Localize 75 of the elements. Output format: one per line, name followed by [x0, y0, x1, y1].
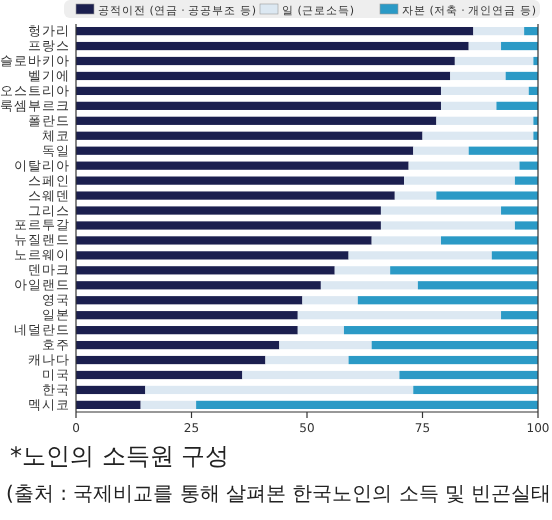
- bar: [76, 86, 441, 96]
- bar: [399, 370, 538, 380]
- bar: [413, 385, 538, 395]
- bar: [140, 400, 197, 410]
- bar: [76, 41, 469, 51]
- bar: [297, 326, 344, 335]
- bar: [348, 251, 492, 260]
- bar: [76, 206, 381, 215]
- bar: [76, 191, 395, 200]
- bar: [440, 86, 529, 96]
- bar: [76, 385, 146, 395]
- bar: [76, 221, 381, 230]
- bar: [408, 161, 520, 170]
- bar: [76, 236, 372, 245]
- bar: [454, 56, 534, 66]
- bar: [76, 146, 414, 155]
- bar: [279, 340, 372, 350]
- bar: [422, 131, 534, 140]
- bar: [371, 340, 538, 350]
- bar: [145, 385, 414, 395]
- bar: [76, 71, 451, 81]
- bar: [76, 370, 243, 380]
- bar: [436, 191, 538, 200]
- bar: [404, 176, 515, 185]
- bar: [265, 355, 349, 365]
- bar: [417, 281, 538, 290]
- bar: [371, 236, 441, 245]
- bar: [297, 311, 502, 320]
- bar: [440, 101, 497, 110]
- bar: [76, 56, 455, 66]
- bar: [357, 296, 538, 305]
- bar: [496, 101, 538, 110]
- bar: [380, 206, 502, 215]
- bar: [505, 71, 538, 81]
- text: *노인의 소득원 구성: [10, 442, 230, 470]
- bar: [436, 116, 534, 125]
- bar: [524, 26, 538, 36]
- bar: [76, 311, 298, 320]
- bar: [302, 296, 358, 305]
- bar: [76, 281, 321, 290]
- bar: [501, 41, 538, 51]
- bar: [76, 26, 474, 36]
- bar: [491, 251, 538, 260]
- bar: [501, 206, 538, 215]
- bar: [390, 266, 538, 275]
- bar: [514, 176, 538, 185]
- bar: [473, 26, 525, 36]
- bar: [440, 236, 538, 245]
- bar: [348, 355, 538, 365]
- bar: [76, 251, 349, 260]
- bar: [501, 311, 538, 320]
- bar: [76, 116, 437, 125]
- bar: [394, 191, 437, 200]
- bar: [468, 146, 538, 155]
- bar: [196, 400, 538, 410]
- bar: [76, 355, 266, 365]
- bar: [380, 221, 515, 230]
- bar: [320, 281, 418, 290]
- bar: [76, 340, 280, 350]
- bar: [76, 131, 423, 140]
- bar: [76, 266, 335, 275]
- bar: [343, 326, 538, 335]
- bar: [413, 146, 469, 155]
- text: (출처 : 국제비교를 통해 살펴본 한국노인의 소득 및 빈곤실태: [6, 484, 552, 506]
- bar: [76, 326, 298, 335]
- bar: [450, 71, 506, 81]
- bar: [76, 101, 441, 110]
- bar: [76, 296, 303, 305]
- bar: [76, 161, 409, 170]
- bar: [76, 400, 141, 410]
- bar: [514, 221, 538, 230]
- bar: [468, 41, 502, 51]
- bar: [242, 370, 400, 380]
- bar: [76, 176, 405, 185]
- bar: [334, 266, 391, 275]
